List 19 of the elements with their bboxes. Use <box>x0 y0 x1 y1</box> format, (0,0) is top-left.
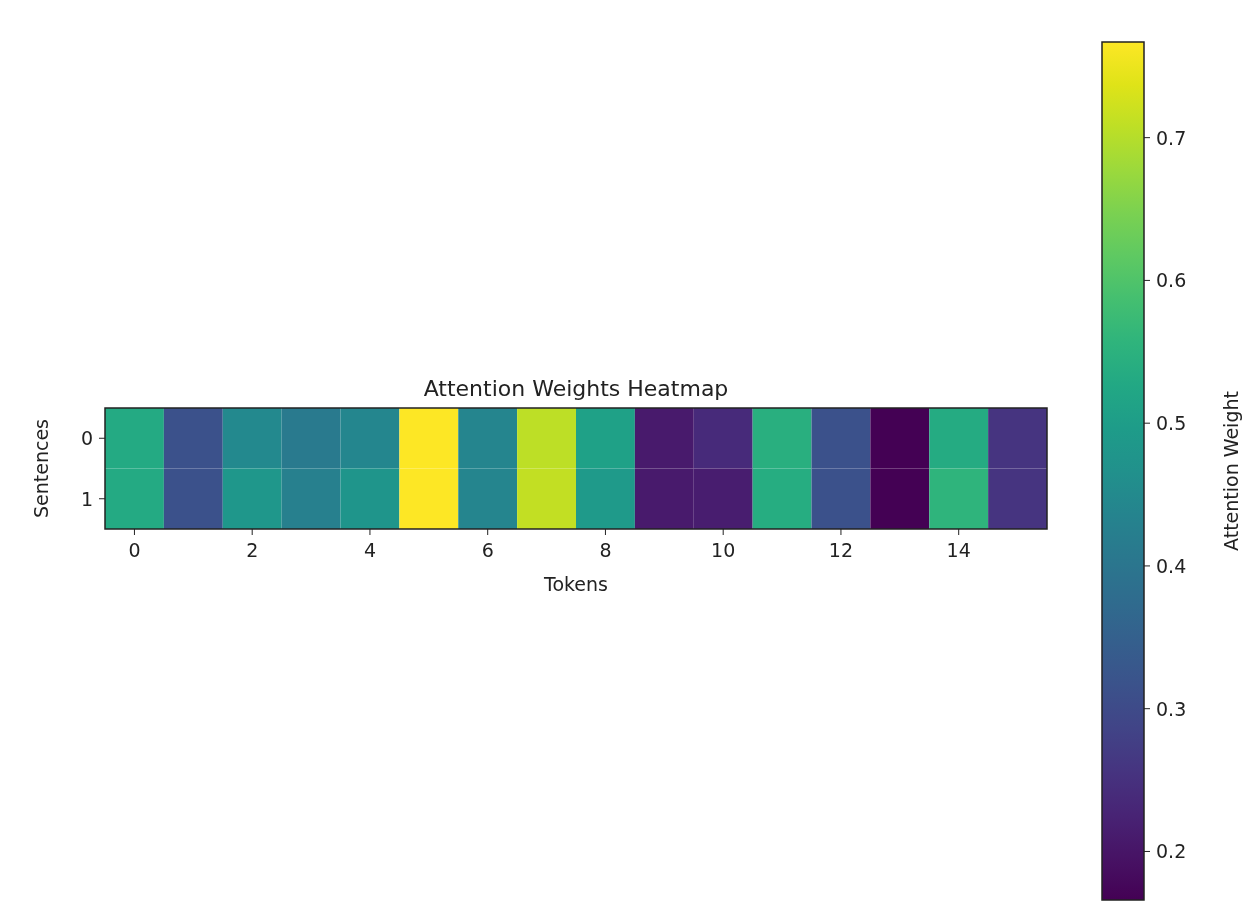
chart-title: Attention Weights Heatmap <box>423 376 729 401</box>
x-tick-label: 12 <box>828 539 854 561</box>
x-tick-label: 2 <box>246 539 259 561</box>
x-tick-label: 6 <box>481 539 494 561</box>
x-tick-label: 14 <box>946 539 971 561</box>
y-axis-title: Sentences <box>30 418 52 519</box>
y-tick-label: 1 <box>80 487 93 510</box>
color-bar-label: 0.6 <box>1156 269 1187 292</box>
x-tick-label: 4 <box>363 539 376 561</box>
x-tick-label: 0 <box>128 539 141 561</box>
color-bar-title: Attention Weight <box>1220 391 1242 551</box>
color-bar-label: 0.4 <box>1156 554 1187 577</box>
color-bar-label: 0.2 <box>1156 840 1187 863</box>
color-bar-label: 0.5 <box>1156 412 1187 435</box>
color-bar-label: 0.3 <box>1156 697 1187 720</box>
x-tick-label: 8 <box>599 539 612 561</box>
x-axis-title: Tokens <box>543 573 608 595</box>
x-tick-label: 10 <box>711 539 736 561</box>
color-bar-label: 0.7 <box>1156 126 1187 149</box>
